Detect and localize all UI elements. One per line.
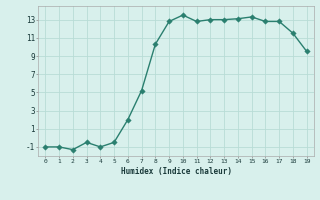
X-axis label: Humidex (Indice chaleur): Humidex (Indice chaleur) (121, 167, 231, 176)
